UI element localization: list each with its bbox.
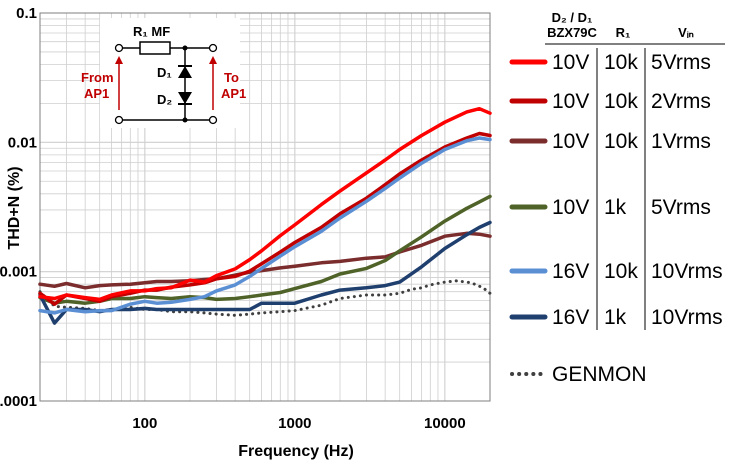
legend-label-r1: 1k xyxy=(604,196,627,219)
series-line-10v-10k-2vrms xyxy=(38,131,492,306)
legend-label-r1: 1k xyxy=(604,306,627,329)
series-layer xyxy=(38,106,492,325)
junction-top xyxy=(182,45,188,51)
legend-label-r1: 10k xyxy=(604,51,638,74)
legend-label-diode: 16V xyxy=(552,306,589,329)
terminal-out-top xyxy=(208,43,218,53)
legend-label-diode: 10V xyxy=(552,130,589,153)
legend-header-diode-part: BZX79C xyxy=(547,25,597,40)
legend-label-name: GENMON xyxy=(552,363,647,386)
diode-d2 xyxy=(178,92,192,104)
legend-entry: 10V 1k 5Vrms xyxy=(509,196,711,219)
legend-label-diode: 10V xyxy=(552,90,589,113)
from-label-line2: AP1 xyxy=(84,86,109,101)
terminal-in-bottom xyxy=(114,115,124,125)
arrow-out-head xyxy=(209,56,217,64)
legend-entry: 16V 1k 10Vrms xyxy=(509,306,723,329)
plot-frame xyxy=(39,12,491,402)
legend-label-r1: 10k xyxy=(604,260,638,283)
arrow-in-head xyxy=(115,56,123,64)
terminal-out-bottom xyxy=(208,115,218,125)
terminal-in-top xyxy=(114,43,124,53)
junction-bottom xyxy=(182,117,188,123)
legend-label-diode: 16V xyxy=(552,260,589,283)
schematic-background xyxy=(100,18,240,128)
d2-label: D₂ xyxy=(157,92,172,107)
y-tick-label: 0.1 xyxy=(16,5,37,22)
legend-entry: 10V 10k 5Vrms xyxy=(509,51,711,74)
legend-label-vin: 5Vrms xyxy=(651,51,711,74)
d1-label: D₁ xyxy=(157,65,172,80)
x-tick-labels: 100 1000 10000 xyxy=(132,415,465,432)
legend: D₂ / D₁ BZX79C R₁ Vᵢₙ 10V 10k 5Vrms 10V 10k 2… xyxy=(509,10,725,386)
series-line-16v-10k-10vrms xyxy=(38,136,492,315)
legend-rows: 10V 10k 5Vrms 10V 10k 2Vrms 10V 10k 1Vrms 10V 1k 5V… xyxy=(509,51,723,386)
legend-label-r1: 10k xyxy=(604,130,638,153)
legend-label-r1: 10k xyxy=(604,90,638,113)
diode-d1 xyxy=(178,66,192,78)
legend-header-r1: R₁ xyxy=(616,25,631,40)
to-label-line2: AP1 xyxy=(221,86,246,101)
resistor-label: R₁ MF xyxy=(133,24,170,39)
y-tick-label: 0.01 xyxy=(8,134,37,151)
legend-entry: 10V 10k 1Vrms xyxy=(509,130,711,153)
from-label-line1: From xyxy=(81,70,114,85)
legend-entry: GENMON xyxy=(510,363,647,386)
legend-label-diode: 10V xyxy=(552,51,589,74)
legend-header-vin: Vᵢₙ xyxy=(678,25,694,40)
legend-entry: 10V 10k 2Vrms xyxy=(509,90,711,113)
legend-label-vin: 2Vrms xyxy=(651,90,711,113)
series-line-10v-10k-5vrms xyxy=(38,106,492,302)
legend-label-vin: 10Vrms xyxy=(651,306,723,329)
legend-entry: 16V 10k 10Vrms xyxy=(509,260,723,283)
y-tick-labels: 0.1 0.01 0.001 0.0001 xyxy=(0,5,37,410)
y-tick-label: 0.001 xyxy=(0,264,37,281)
resistor-r1 xyxy=(139,41,171,55)
x-tick-label: 1000 xyxy=(278,415,311,432)
x-tick-label: 100 xyxy=(132,415,157,432)
inset-schematic: R₁ MF D₁ D₂ From AP1 To AP1 xyxy=(81,18,246,128)
y-tick-label: 0.0001 xyxy=(0,393,37,410)
legend-label-vin: 10Vrms xyxy=(651,260,723,283)
y-axis-label: THD+N (%) xyxy=(6,166,23,249)
legend-header-diode: D₂ / D₁ xyxy=(552,10,593,25)
legend-label-vin: 5Vrms xyxy=(651,196,711,219)
x-axis-label: Frequency (Hz) xyxy=(238,443,354,460)
x-tick-label: 10000 xyxy=(424,415,466,432)
legend-label-vin: 1Vrms xyxy=(651,130,711,153)
legend-label-diode: 10V xyxy=(552,196,589,219)
to-label-line1: To xyxy=(224,70,239,85)
